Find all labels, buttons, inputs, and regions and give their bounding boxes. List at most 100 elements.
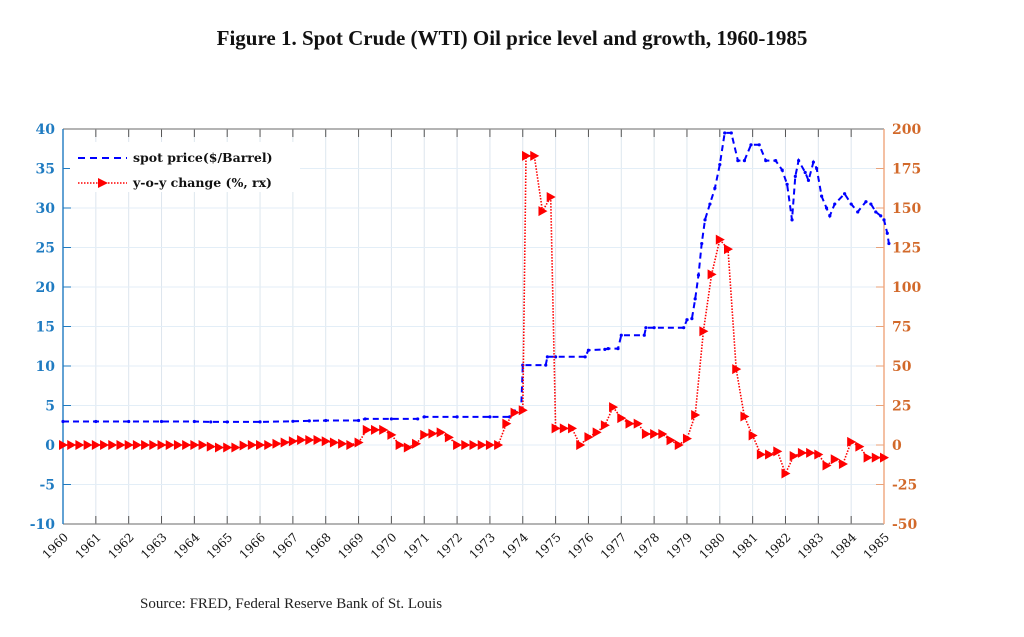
spot-price-point (682, 326, 686, 330)
spot-price-point (422, 415, 426, 419)
yoy-change-marker (223, 442, 233, 453)
spot-price-point (833, 202, 837, 206)
x-tick-label: 1974 (499, 530, 531, 562)
yoy-change-marker (699, 326, 709, 337)
legend-yoy-label: y-o-y change (%, rx) (132, 175, 272, 190)
x-tick-label: 1976 (565, 530, 596, 561)
yoy-change-marker (576, 440, 586, 450)
yoy-change-marker (682, 433, 692, 444)
spot-price-point (842, 192, 847, 196)
x-tick-label: 1968 (302, 530, 333, 561)
yoy-change-marker (838, 458, 848, 469)
yoy-change-marker (814, 449, 824, 460)
yoy-change-marker (584, 432, 594, 443)
yoy-change-marker (830, 454, 840, 465)
yoy-change-marker (658, 428, 668, 439)
y-left-tick-label: 35 (36, 162, 55, 178)
yoy-change-marker (272, 438, 282, 449)
spot-price-point (780, 168, 784, 172)
y-left-tick-label: -10 (30, 517, 56, 533)
spot-price-point (797, 159, 801, 163)
spot-price-point (828, 214, 832, 218)
y-right-tick-label: 50 (892, 359, 912, 375)
y-right-tick-label: 25 (892, 399, 911, 415)
spot-price-point (652, 326, 656, 330)
x-tick-label: 1975 (532, 530, 563, 561)
yoy-change-marker (568, 423, 578, 434)
yoy-change-marker (313, 434, 323, 445)
spot-price-point (291, 419, 295, 423)
yoy-change-marker (748, 430, 758, 441)
legend: spot price($/Barrel) y-o-y change (%, rx… (70, 142, 300, 192)
yoy-change-marker (412, 438, 422, 449)
spot-price-point (815, 166, 819, 171)
yoy-change-marker (395, 440, 405, 450)
y-right-tick-label: 125 (892, 241, 921, 257)
yoy-change-marker (477, 440, 487, 450)
spot-price-line (63, 131, 890, 423)
spot-price-point (849, 202, 853, 206)
yoy-change-marker (855, 441, 865, 452)
spot-price-point (824, 206, 829, 210)
yoy-change-marker (715, 234, 725, 245)
yoy-change-marker (362, 424, 372, 435)
spot-price-point (700, 241, 704, 246)
yoy-change-marker (297, 434, 307, 445)
yoy-change-marker (247, 440, 257, 450)
yoy-change-marker (198, 440, 208, 450)
yoy-change-marker (592, 427, 602, 438)
x-tick-label: 1983 (795, 530, 826, 561)
yoy-change-marker (461, 440, 471, 450)
yoy-change-marker (724, 244, 734, 255)
yoy-change-marker (871, 452, 881, 463)
yoy-change-marker (206, 441, 216, 452)
spot-price-point (685, 318, 689, 322)
yoy-change-marker (756, 449, 766, 460)
yoy-change-marker (190, 440, 200, 450)
spot-price-point (793, 174, 797, 178)
x-tick-label: 1960 (40, 530, 71, 561)
series-spot-price (61, 131, 891, 424)
yoy-change-marker (354, 437, 364, 448)
yoy-change-marker (518, 405, 528, 416)
series-yoy-change (59, 150, 889, 479)
yoy-change-marker (740, 411, 750, 422)
yoy-change-marker (100, 440, 110, 450)
x-tick-label: 1964 (171, 530, 203, 562)
y-left-tick-label: 10 (36, 359, 56, 375)
yoy-change-line (63, 155, 884, 476)
yoy-change-marker (625, 418, 635, 429)
spot-price-point (713, 186, 717, 190)
spot-price-point (644, 326, 648, 330)
y-right-tick-label: 75 (892, 320, 911, 336)
yoy-change-marker (551, 423, 561, 434)
yoy-change-marker (124, 440, 134, 450)
spot-price-point (389, 417, 393, 421)
yoy-change-marker (305, 434, 315, 445)
spot-price-point (61, 419, 65, 424)
spot-price-point (723, 131, 727, 135)
spot-price-point (874, 210, 878, 214)
yoy-change-marker (502, 418, 512, 429)
yoy-change-marker (91, 440, 101, 450)
spot-price-point (885, 231, 889, 235)
spot-price-point (488, 415, 492, 419)
yoy-change-marker (863, 452, 873, 463)
yoy-change-marker (609, 402, 619, 413)
yoy-change-marker (214, 442, 224, 453)
yoy-change-marker (510, 407, 520, 418)
y-right-tick-label: 200 (892, 122, 921, 138)
yoy-change-marker (149, 440, 159, 450)
yoy-change-marker (182, 440, 192, 450)
yoy-change-marker (806, 447, 816, 458)
yoy-change-marker (707, 269, 717, 280)
spot-price-point (642, 333, 646, 337)
yoy-change-marker (108, 440, 118, 450)
spot-price-point (856, 210, 860, 214)
x-tick-label: 1978 (631, 530, 662, 561)
spot-price-point (554, 355, 558, 359)
x-tick-label: 1985 (861, 530, 892, 561)
yoy-change-marker (264, 440, 274, 450)
y-left-tick-label: 30 (36, 201, 56, 217)
yoy-change-marker (329, 437, 339, 448)
